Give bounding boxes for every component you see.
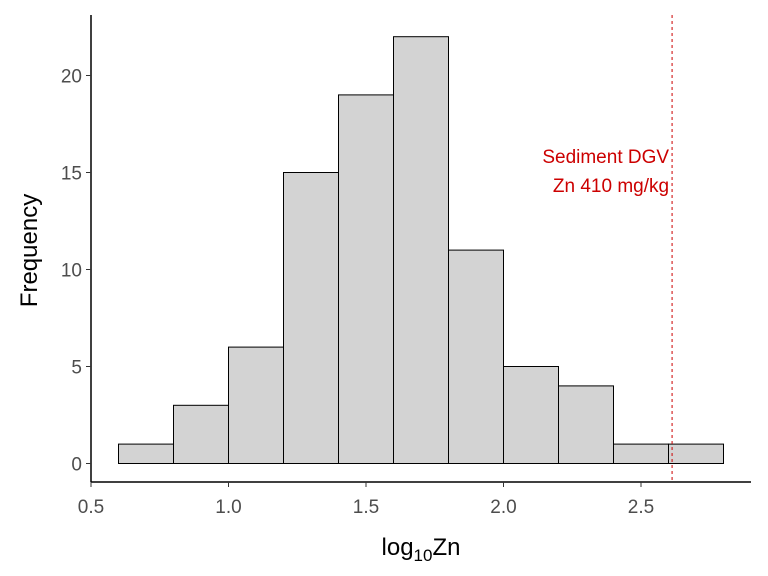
x-axis-title-base: log	[382, 534, 414, 561]
y-axis-title: Frequency	[16, 194, 43, 307]
x-axis-title-subscript: 10	[414, 546, 433, 565]
x-tick-label: 2.0	[490, 497, 516, 518]
histogram-bar	[283, 172, 339, 464]
histogram-bar	[173, 404, 229, 464]
histogram-bar	[558, 385, 614, 464]
x-axis-title: log10Zn	[382, 534, 461, 565]
x-tick-label: 1.5	[353, 497, 379, 518]
x-axis-title-suffix: Zn	[432, 534, 460, 561]
histogram-bar	[393, 36, 449, 464]
histogram-bar	[613, 443, 669, 465]
histogram-bar	[228, 346, 284, 465]
y-tick-label: 10	[61, 261, 82, 282]
y-tick-label: 15	[61, 164, 82, 185]
bars-layer	[118, 36, 724, 465]
histogram-bar	[338, 94, 394, 465]
reference-line-layer: Sediment DGV Zn 410 mg/kg	[542, 15, 673, 481]
axes-layer	[86, 15, 751, 487]
reference-label-line-1: Sediment DGV	[542, 147, 669, 168]
y-tick-label: 5	[71, 358, 82, 379]
histogram-bar	[503, 366, 559, 464]
histogram-bar	[668, 443, 724, 465]
y-tick-label: 0	[71, 455, 82, 476]
histogram-bar	[448, 249, 504, 464]
y-tick-label: 20	[61, 67, 82, 88]
x-tick-label: 1.0	[215, 497, 241, 518]
reference-label-line-2: Zn 410 mg/kg	[553, 176, 669, 197]
histogram-bar	[118, 443, 174, 465]
x-tick-label: 2.5	[628, 497, 654, 518]
x-tick-label: 0.5	[78, 497, 104, 518]
